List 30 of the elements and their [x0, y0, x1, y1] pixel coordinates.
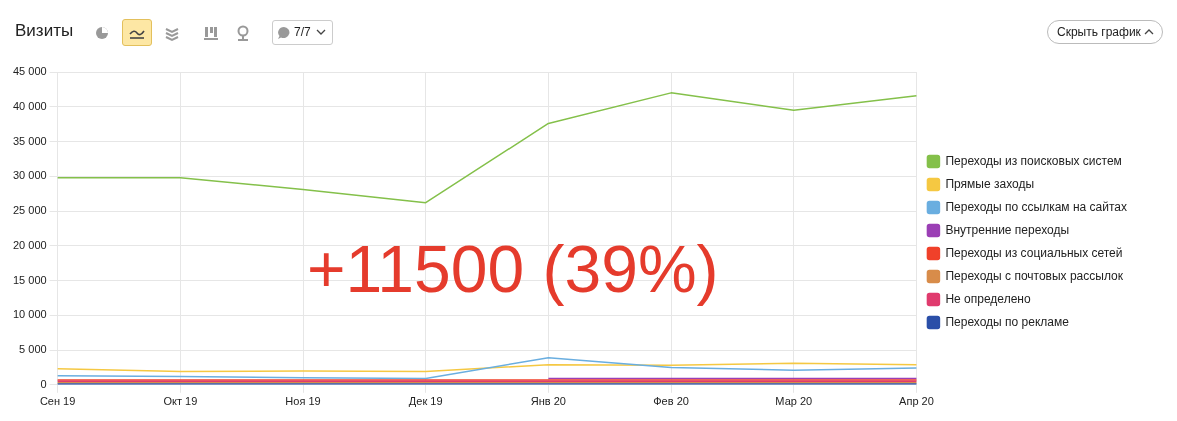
x-tick-label: Окт 19 [163, 395, 198, 408]
legend-label: Переходы с почтовых рассылок [945, 268, 1124, 283]
legend-label: Переходы по ссылкам на сайтах [945, 199, 1128, 214]
text: Скрыть график [1057, 25, 1141, 39]
y-tick-label: 45 000 [12, 65, 47, 78]
x-tick-label: Фев 20 [653, 395, 689, 408]
annotation: +11500 (39%) [307, 231, 719, 306]
y-tick-label: 15 000 [12, 273, 47, 286]
y-tick-label: 25 000 [12, 204, 47, 217]
x-tick-label: Янв 20 [530, 395, 566, 408]
x-tick-label: Дек 19 [408, 395, 443, 408]
x-tick-label: Мар 20 [775, 395, 813, 408]
x-tick-label: Сен 19 [39, 395, 76, 408]
legend-label: Переходы по рекламе [945, 314, 1070, 329]
legend-label: Не определено [945, 291, 1031, 306]
legend-label: Переходы из поисковых систем [945, 153, 1122, 168]
y-tick-label: 20 000 [12, 238, 47, 251]
x-tick-label: Ноя 19 [285, 395, 321, 408]
legend-label: Прямые заходы [945, 176, 1035, 191]
y-tick-label: 35 000 [12, 134, 47, 147]
legend-label: Переходы из социальных сетей [945, 245, 1123, 260]
text: 7/7 [294, 25, 311, 39]
x-tick-label: Апр 20 [899, 395, 934, 408]
chart-title: Визиты [15, 21, 74, 41]
y-tick-label: 5 000 [19, 343, 47, 356]
legend-label: Внутренние переходы [945, 222, 1070, 237]
y-tick-label: 0 [40, 377, 47, 390]
y-tick-label: 40 000 [12, 99, 47, 112]
y-tick-label: 10 000 [12, 308, 47, 321]
y-tick-label: 30 000 [12, 169, 47, 182]
